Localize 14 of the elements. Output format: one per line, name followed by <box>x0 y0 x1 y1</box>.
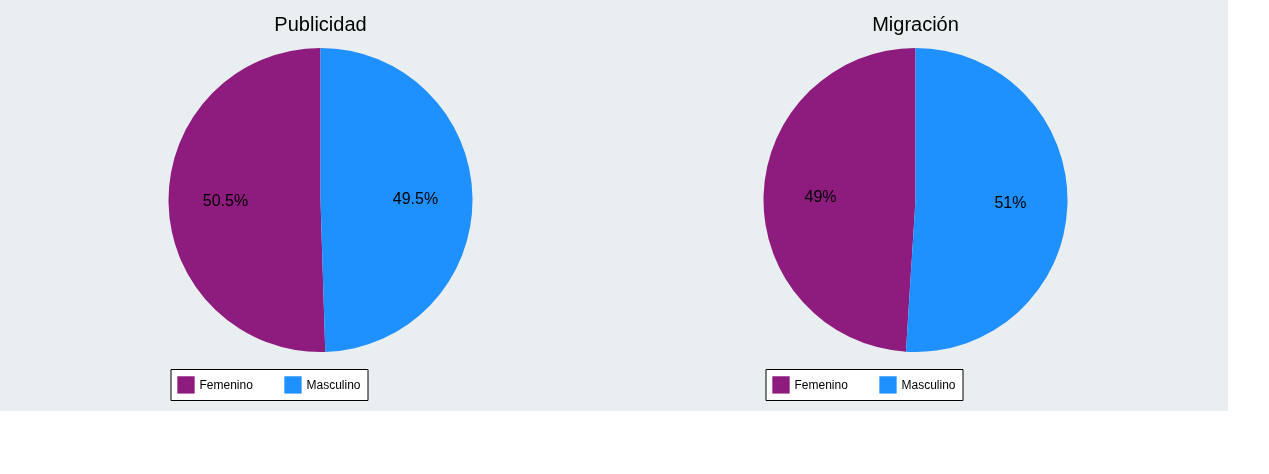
pie-slice <box>320 48 473 352</box>
pie-slice <box>905 48 1068 352</box>
data-label: 50.5% <box>202 192 249 210</box>
data-label: 51% <box>994 193 1027 211</box>
chart-title: Migración <box>872 13 959 35</box>
pie-slice <box>763 48 916 352</box>
data-label: 49% <box>804 188 837 206</box>
data-label: 49.5% <box>392 189 439 207</box>
legend-label: Femenino <box>199 377 254 392</box>
legend-label: Masculino <box>306 377 361 392</box>
legend-label: Femenino <box>794 377 849 392</box>
chart-title: Publicidad <box>274 13 367 35</box>
pie-slice <box>168 48 326 352</box>
legend-label: Masculino <box>901 377 956 392</box>
